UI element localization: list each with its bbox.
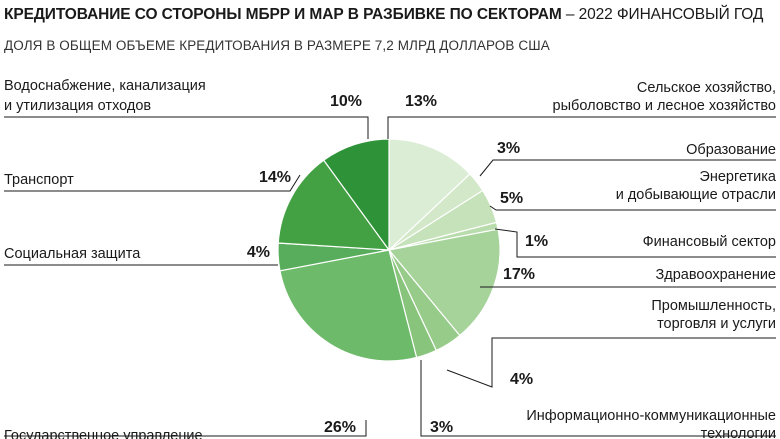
- slice-label-line: и утилизация отходов: [4, 98, 151, 114]
- slice-label: Транспорт: [4, 172, 74, 188]
- leader-line: [4, 174, 301, 192]
- leader-line: [494, 228, 776, 258]
- chart-subtitle: ДОЛЯ В ОБЩЕМ ОБЪЕМЕ КРЕДИТОВАНИЯ В РАЗМЕ…: [4, 38, 550, 53]
- slice-value-label: 4%: [247, 244, 270, 261]
- leader-line: [387, 116, 776, 139]
- slice-label: Здравоохранение: [656, 267, 776, 283]
- leader-line: [4, 116, 369, 139]
- slice-value-label: 3%: [430, 419, 453, 436]
- slice-label: Промышленность, торговля и услуги: [651, 298, 776, 332]
- slice-label: Социальная защита: [4, 246, 141, 262]
- leader-line: [479, 159, 776, 177]
- slice-label-line: Энергетика: [699, 169, 777, 185]
- slice-value-label: 4%: [510, 371, 533, 388]
- slice-label-line: Водоснабжение, канализация: [4, 78, 206, 94]
- slice-label-line: Финансовый сектор: [643, 234, 776, 250]
- slice-label: Финансовый сектор: [643, 234, 776, 250]
- leader-line: [4, 420, 367, 437]
- slice-label: Образование: [686, 142, 776, 158]
- slice-label-line: технологии: [701, 426, 776, 439]
- slice-value-label: 10%: [330, 93, 362, 110]
- pie-slice: [322, 138, 390, 252]
- slice-label-line: торговля и услуги: [657, 316, 776, 332]
- slice-label-line: Сельское хозяйство,: [637, 80, 776, 96]
- slice-label-line: Государственное управление: [4, 428, 203, 439]
- pie-slice: [277, 159, 391, 251]
- slice-label-line: Образование: [686, 142, 776, 158]
- chart-title-year: – 2022 ФИНАНСОВЫЙ ГОД: [561, 6, 764, 23]
- slice-label-line: Транспорт: [4, 172, 74, 188]
- slice-value-label: 5%: [500, 190, 523, 207]
- slice-label: Водоснабжение, канализация и утилизация о…: [4, 78, 206, 114]
- pie-slice: [388, 138, 471, 252]
- slice-label: Энергетика и добывающие отрасли: [616, 169, 777, 203]
- slice-value-label: 13%: [405, 93, 437, 110]
- leader-line: [446, 337, 776, 388]
- slice-label-line: Здравоохранение: [656, 267, 776, 283]
- slice-label: Сельское хозяйство, рыболовство и лесное …: [553, 80, 776, 114]
- slice-label-line: и добывающие отрасли: [616, 187, 776, 203]
- slice-value-label: 14%: [259, 169, 291, 186]
- slice-label-line: рыболовство и лесное хозяйство: [553, 98, 776, 114]
- pie-slice: [387, 228, 501, 337]
- chart-title: КРЕДИТОВАНИЕ СО СТОРОНЫ МБРР И МАР В РАЗ…: [4, 6, 763, 24]
- slice-value-label: 3%: [497, 140, 520, 157]
- slice-label: Государственное управление: [4, 428, 203, 439]
- slice-label-line: Социальная защита: [4, 246, 141, 262]
- leader-line: [420, 360, 776, 437]
- slice-label-line: Промышленность,: [651, 298, 776, 314]
- slice-value-label: 17%: [503, 266, 535, 283]
- leader-line: [489, 205, 776, 211]
- chart-title-main: КРЕДИТОВАНИЕ СО СТОРОНЫ МБРР И МАР В РАЗ…: [4, 6, 562, 23]
- slice-value-label: 1%: [525, 233, 548, 250]
- pie-slice: [279, 249, 418, 362]
- slice-label-line: Информационно-коммуникационные: [526, 408, 776, 424]
- slice-label: Информационно-коммуникационные технологии: [526, 408, 776, 439]
- slice-value-label: 26%: [324, 419, 356, 436]
